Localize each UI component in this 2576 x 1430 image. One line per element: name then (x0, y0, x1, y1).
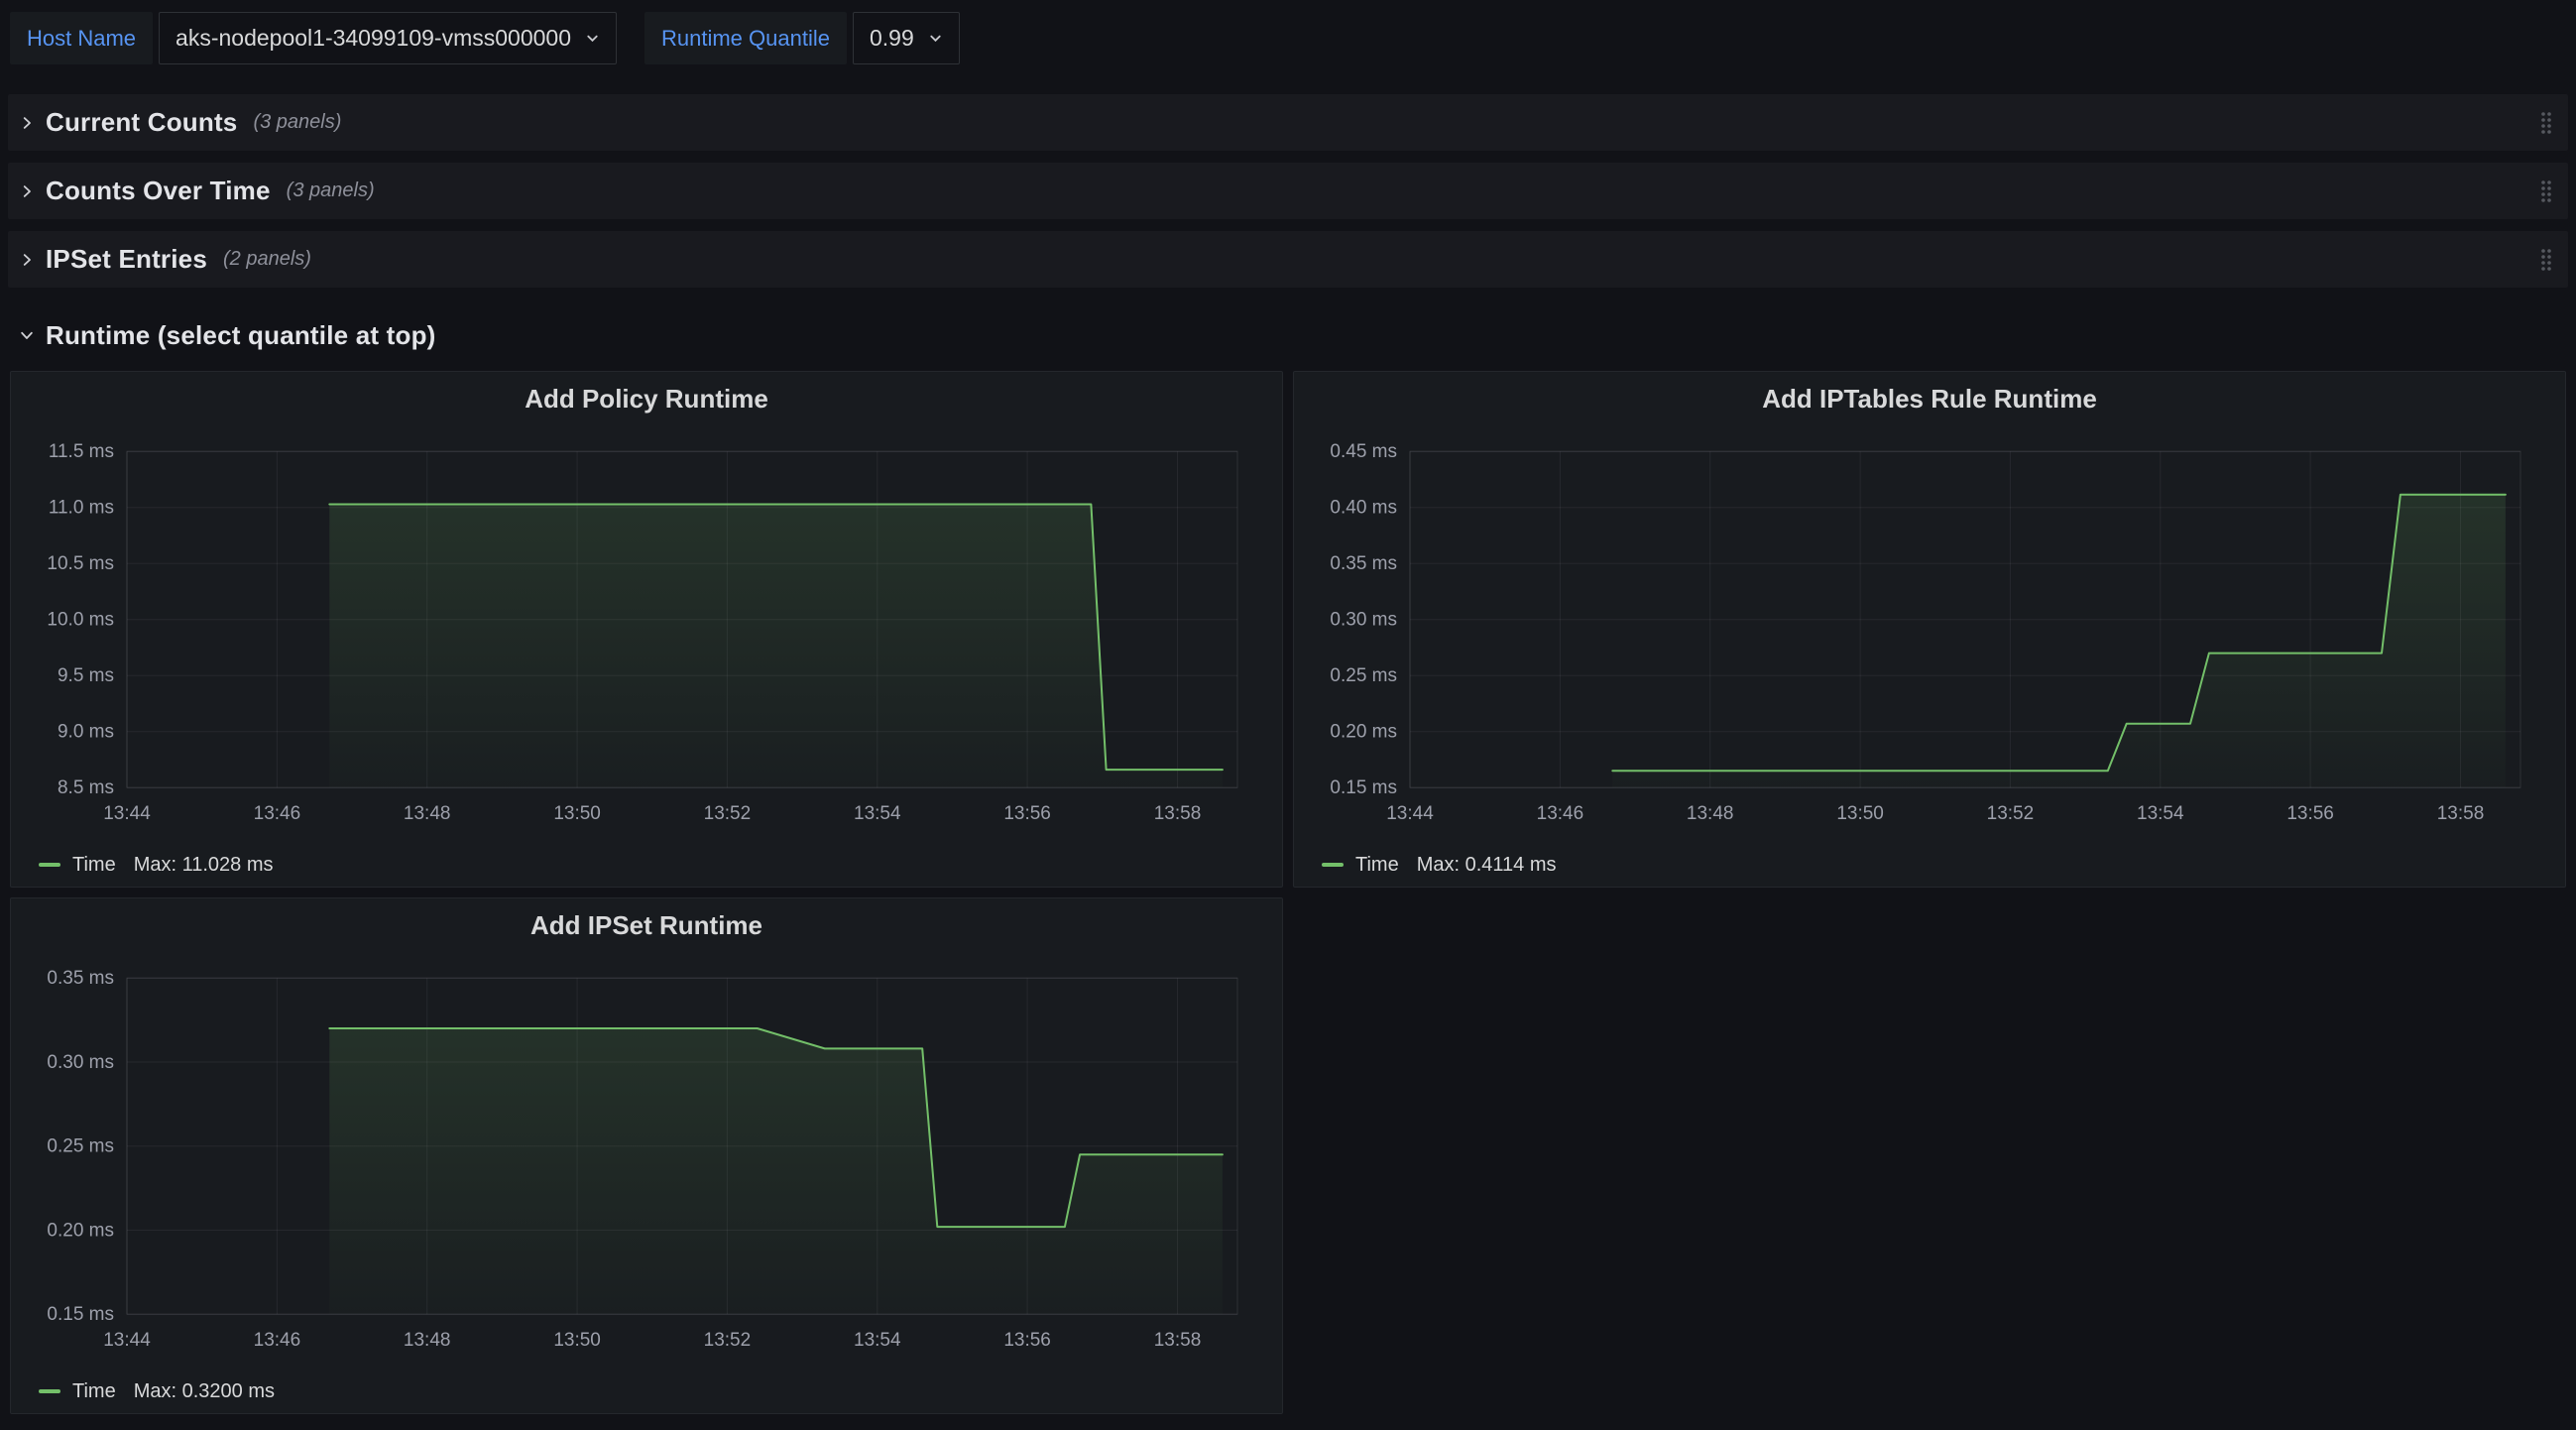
variable-host-name: Host Name aks-nodepool1-34099109-vmss000… (10, 12, 617, 64)
svg-text:13:56: 13:56 (1003, 1330, 1051, 1351)
series-name[interactable]: Time (1355, 853, 1399, 876)
time-series-chart[interactable]: 0.15 ms 0.20 ms 0.25 ms 0.30 ms 0.35 ms 13:44… (11, 954, 1282, 1370)
chevron-down-icon (930, 35, 941, 43)
svg-text:13:54: 13:54 (2137, 803, 2184, 824)
variable-controls-bar: Host Name aks-nodepool1-34099109-vmss000… (0, 0, 2576, 64)
svg-text:9.5 ms: 9.5 ms (58, 665, 114, 686)
host-name-label: Host Name (10, 12, 154, 64)
row-panel-count: (3 panels) (286, 179, 375, 201)
svg-text:13:50: 13:50 (553, 1330, 601, 1351)
svg-text:13:44: 13:44 (103, 1330, 151, 1351)
svg-text:0.15 ms: 0.15 ms (1330, 777, 1397, 798)
chart-legend: Time Max: 0.3200 ms (11, 1370, 1282, 1413)
panel-add-ipset-runtime: Add IPSet Runtime 0.15 ms 0.20 ms 0.25 ms 0… (10, 897, 1283, 1414)
chevron-down-icon (21, 331, 33, 339)
row-current-counts[interactable]: Current Counts (3 panels) (8, 94, 2568, 151)
series-max-value: Max: 0.4114 ms (1416, 853, 1557, 876)
chart-legend: Time Max: 11.028 ms (11, 843, 1282, 887)
svg-text:0.35 ms: 0.35 ms (47, 968, 114, 989)
svg-text:0.25 ms: 0.25 ms (47, 1135, 114, 1156)
svg-text:0.45 ms: 0.45 ms (1330, 441, 1397, 462)
svg-text:0.40 ms: 0.40 ms (1330, 497, 1397, 518)
runtime-quantile-label: Runtime Quantile (644, 12, 847, 64)
svg-text:13:52: 13:52 (704, 1330, 752, 1351)
drag-handle-icon[interactable] (2538, 247, 2554, 273)
series-color-swatch (39, 863, 60, 868)
series-color-swatch (1322, 863, 1344, 868)
svg-text:13:46: 13:46 (254, 803, 301, 824)
svg-text:0.20 ms: 0.20 ms (1330, 721, 1397, 742)
svg-text:0.35 ms: 0.35 ms (1330, 553, 1397, 574)
row-panel-count: (3 panels) (253, 111, 342, 133)
svg-text:13:54: 13:54 (854, 1330, 901, 1351)
host-name-value: aks-nodepool1-34099109-vmss000000 (176, 25, 571, 51)
svg-text:9.0 ms: 9.0 ms (58, 721, 114, 742)
row-title: Runtime (select quantile at top) (46, 319, 436, 350)
svg-text:13:52: 13:52 (1987, 803, 2035, 824)
panel-title[interactable]: Add IPTables Rule Runtime (1762, 384, 2097, 415)
svg-text:11.0 ms: 11.0 ms (49, 497, 114, 518)
svg-text:10.0 ms: 10.0 ms (47, 609, 114, 630)
host-name-select[interactable]: aks-nodepool1-34099109-vmss000000 (159, 12, 617, 64)
panel-add-policy-runtime: Add Policy Runtime 8.5 ms 9.0 ms 9.5 ms 10.… (10, 371, 1283, 888)
svg-text:13:58: 13:58 (1154, 1330, 1202, 1351)
svg-text:0.25 ms: 0.25 ms (1330, 665, 1397, 686)
svg-text:13:52: 13:52 (704, 803, 752, 824)
svg-text:13:54: 13:54 (854, 803, 901, 824)
time-series-chart[interactable]: 0.15 ms 0.20 ms 0.25 ms 0.30 ms 0.35 ms 0.40 … (1294, 427, 2565, 843)
svg-text:13:50: 13:50 (553, 803, 601, 824)
svg-text:11.5 ms: 11.5 ms (49, 441, 114, 462)
time-series-chart[interactable]: 8.5 ms 9.0 ms 9.5 ms 10.0 ms 10.5 ms 11.0 ms 1… (11, 427, 1282, 843)
svg-text:13:48: 13:48 (1687, 803, 1734, 824)
svg-text:13:56: 13:56 (1003, 803, 1051, 824)
svg-text:13:48: 13:48 (404, 803, 451, 824)
svg-text:13:44: 13:44 (103, 803, 151, 824)
row-panel-count: (2 panels) (223, 248, 311, 270)
runtime-quantile-select[interactable]: 0.99 (852, 12, 960, 64)
dashboard-rows: Current Counts (3 panels) Counts Over Ti… (0, 94, 2576, 359)
runtime-quantile-value: 0.99 (869, 25, 914, 51)
svg-text:13:56: 13:56 (2286, 803, 2334, 824)
chevron-right-icon (23, 184, 31, 197)
variable-runtime-quantile: Runtime Quantile 0.99 (644, 12, 960, 64)
svg-text:0.20 ms: 0.20 ms (47, 1220, 114, 1241)
row-runtime-expanded[interactable]: Runtime (select quantile at top) (8, 311, 2568, 359)
panel-add-iptables-rule-runtime: Add IPTables Rule Runtime 0.15 ms 0.20 ms… (1293, 371, 2566, 888)
runtime-panels-grid: Add Policy Runtime 8.5 ms 9.0 ms 9.5 ms 10.… (10, 371, 2566, 1414)
series-name[interactable]: Time (72, 1379, 116, 1402)
series-max-value: Max: 0.3200 ms (133, 1379, 275, 1402)
panel-title[interactable]: Add Policy Runtime (525, 384, 768, 415)
svg-text:10.5 ms: 10.5 ms (47, 553, 114, 574)
svg-text:13:48: 13:48 (404, 1330, 451, 1351)
svg-text:0.30 ms: 0.30 ms (47, 1052, 114, 1073)
svg-text:13:46: 13:46 (254, 1330, 301, 1351)
series-max-value: Max: 11.028 ms (133, 853, 274, 876)
chevron-right-icon (23, 253, 31, 266)
drag-handle-icon[interactable] (2538, 110, 2554, 136)
series-name[interactable]: Time (72, 853, 116, 876)
svg-text:13:58: 13:58 (1154, 803, 1202, 824)
svg-text:13:50: 13:50 (1836, 803, 1884, 824)
drag-handle-icon[interactable] (2538, 179, 2554, 204)
row-title: Counts Over Time (46, 176, 271, 205)
row-title: IPSet Entries (46, 244, 207, 274)
svg-text:0.15 ms: 0.15 ms (47, 1304, 114, 1325)
chart-legend: Time Max: 0.4114 ms (1294, 843, 2565, 887)
svg-text:13:46: 13:46 (1537, 803, 1584, 824)
svg-text:0.30 ms: 0.30 ms (1330, 609, 1397, 630)
row-counts-over-time[interactable]: Counts Over Time (3 panels) (8, 163, 2568, 219)
svg-text:13:44: 13:44 (1386, 803, 1434, 824)
panel-title[interactable]: Add IPSet Runtime (529, 910, 762, 941)
row-ipset-entries[interactable]: IPSet Entries (2 panels) (8, 231, 2568, 288)
chevron-down-icon (587, 35, 598, 43)
chevron-right-icon (23, 116, 31, 129)
row-title: Current Counts (46, 107, 238, 137)
series-color-swatch (39, 1389, 60, 1394)
svg-text:13:58: 13:58 (2437, 803, 2485, 824)
svg-text:8.5 ms: 8.5 ms (58, 777, 114, 798)
